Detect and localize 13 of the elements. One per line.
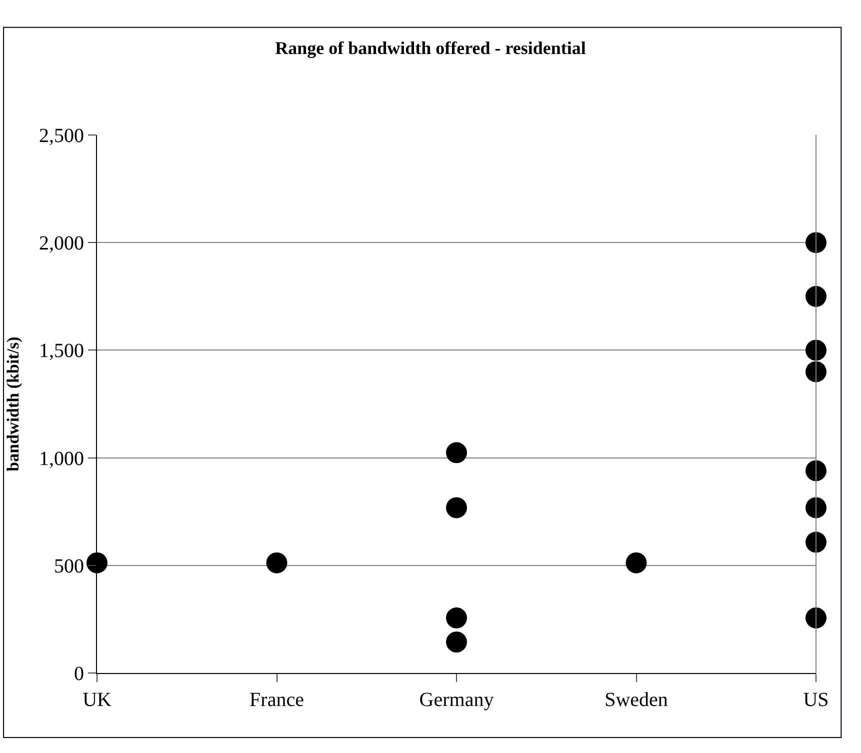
y-tick-label: 500 bbox=[54, 555, 84, 578]
y-tick-label: 0 bbox=[74, 663, 84, 685]
x-tick-label: Germany bbox=[419, 689, 494, 711]
x-tick-label: France bbox=[250, 689, 304, 711]
x-tick-label: UK bbox=[82, 689, 112, 711]
chart-title: Range of bandwidth offered - residential bbox=[275, 38, 586, 58]
y-tick-label: 1,500 bbox=[39, 340, 84, 362]
y-tick-label: 2,000 bbox=[39, 232, 84, 255]
y-tick-label: 2,500 bbox=[39, 125, 84, 147]
y-axis-title: bandwidth (kbit/s) bbox=[4, 336, 23, 472]
y-tick-label: 1,000 bbox=[39, 448, 84, 470]
x-tick-label: Sweden bbox=[604, 689, 668, 711]
x-tick-label: US bbox=[803, 689, 829, 711]
